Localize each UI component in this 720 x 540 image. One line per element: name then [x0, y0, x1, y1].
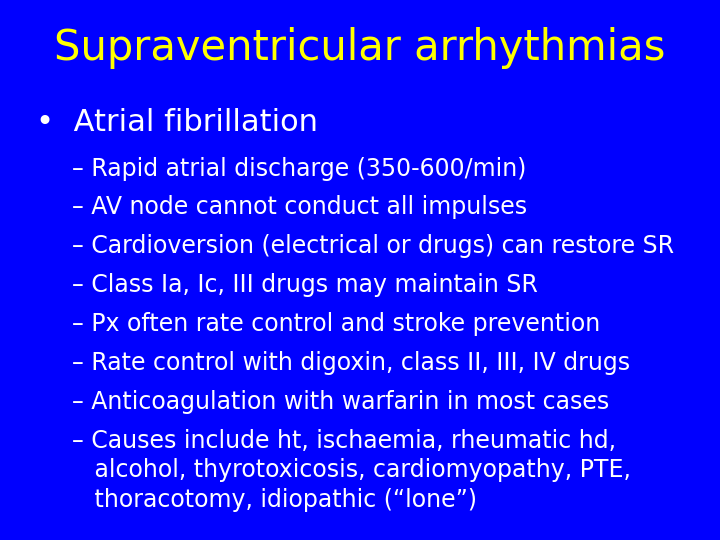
Text: – Class Ia, Ic, III drugs may maintain SR: – Class Ia, Ic, III drugs may maintain S…: [72, 273, 538, 297]
Text: – AV node cannot conduct all impulses: – AV node cannot conduct all impulses: [72, 195, 527, 219]
Text: – Rapid atrial discharge (350-600/min): – Rapid atrial discharge (350-600/min): [72, 157, 526, 180]
Text: – Rate control with digoxin, class II, III, IV drugs: – Rate control with digoxin, class II, I…: [72, 351, 630, 375]
Text: – Anticoagulation with warfarin in most cases: – Anticoagulation with warfarin in most …: [72, 390, 609, 414]
Text: – Causes include ht, ischaemia, rheumatic hd,
   alcohol, thyrotoxicosis, cardio: – Causes include ht, ischaemia, rheumati…: [72, 429, 631, 512]
Text: •  Atrial fibrillation: • Atrial fibrillation: [36, 108, 318, 137]
Text: – Cardioversion (electrical or drugs) can restore SR: – Cardioversion (electrical or drugs) ca…: [72, 234, 674, 258]
Text: – Px often rate control and stroke prevention: – Px often rate control and stroke preve…: [72, 312, 600, 336]
Text: Supraventricular arrhythmias: Supraventricular arrhythmias: [54, 27, 666, 69]
